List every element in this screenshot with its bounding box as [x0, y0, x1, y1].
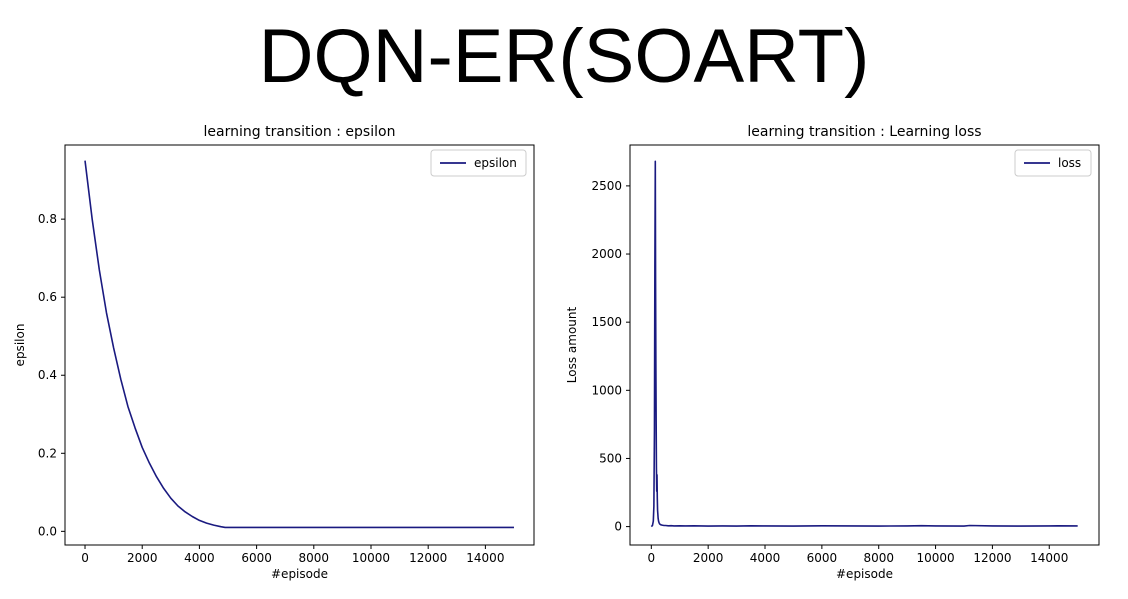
loss-x-tick-label: 2000: [693, 551, 724, 565]
epsilon-y-tick-label: 0.8: [38, 212, 57, 226]
page-title: DQN-ER(SOART): [258, 14, 870, 99]
epsilon-x-tick-label: 8000: [299, 551, 330, 565]
epsilon-y-tick-label: 0.0: [38, 524, 57, 538]
epsilon-x-axis-label: #episode: [271, 567, 328, 581]
epsilon-x-tick-label: 6000: [241, 551, 272, 565]
epsilon-axes-frame: [64, 144, 535, 546]
loss-x-tick-label: 6000: [807, 551, 838, 565]
epsilon-y-tick-label: 0.4: [38, 368, 57, 382]
epsilon-chart-title: learning transition : epsilon: [204, 124, 396, 140]
epsilon-y-tick-label: 0.6: [38, 290, 57, 304]
loss-x-tick-label: 0: [647, 551, 655, 565]
loss-y-tick-label: 1500: [591, 315, 622, 329]
epsilon-legend-box: [430, 149, 527, 177]
loss-x-axis-label: #episode: [836, 567, 893, 581]
epsilon-y-axis-label: epsilon: [13, 324, 27, 367]
epsilon-x-tick-label: 4000: [184, 551, 215, 565]
loss-y-tick-label: 2000: [591, 247, 622, 261]
loss-x-tick-label: 12000: [973, 551, 1011, 565]
epsilon-series-line: [84, 160, 514, 529]
epsilon-x-tick-label: 2000: [127, 551, 158, 565]
loss-x-tick-label: 4000: [750, 551, 781, 565]
loss-y-tick-label: 2500: [591, 179, 622, 193]
loss-y-tick-label: 0: [614, 520, 622, 534]
loss-legend-label: loss: [1058, 156, 1081, 170]
loss-y-tick-label: 500: [599, 451, 622, 465]
loss-y-tick-label: 1000: [591, 383, 622, 397]
epsilon-x-tick-label: 14000: [466, 551, 504, 565]
loss-x-tick-label: 14000: [1030, 551, 1068, 565]
epsilon-x-tick-label: 12000: [409, 551, 447, 565]
loss-axes-frame: [629, 144, 1100, 546]
epsilon-y-tick-label: 0.2: [38, 446, 57, 460]
loss-x-tick-label: 10000: [916, 551, 954, 565]
epsilon-x-tick-label: 0: [81, 551, 89, 565]
epsilon-x-tick-label: 10000: [352, 551, 390, 565]
loss-legend-box: [1014, 149, 1092, 177]
loss-x-tick-label: 8000: [863, 551, 894, 565]
loss-y-axis-label: Loss amount: [565, 306, 579, 383]
loss-series-line: [650, 160, 1078, 528]
epsilon-legend-label: epsilon: [474, 156, 517, 170]
loss-chart-title: learning transition : Learning loss: [747, 124, 981, 140]
